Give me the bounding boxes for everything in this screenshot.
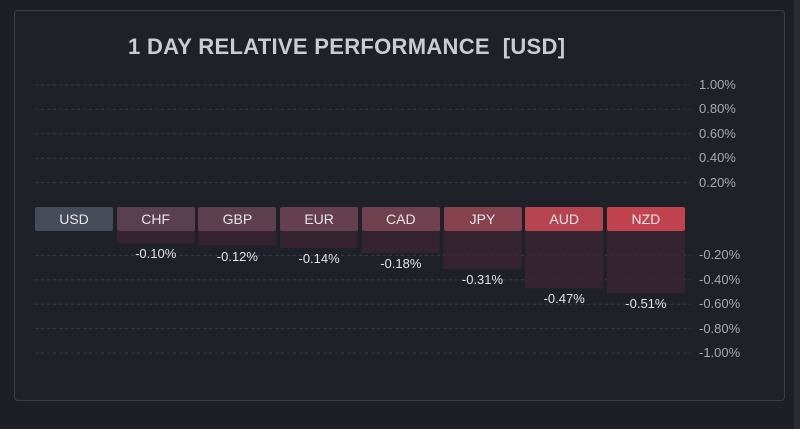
currency-label-eur: EUR [280, 207, 359, 231]
bar-eur [280, 231, 359, 249]
currency-label-chf: CHF [116, 207, 195, 231]
value-label-cad: -0.18% [380, 255, 422, 271]
value-label-chf: -0.10% [135, 246, 177, 262]
currency-label-nzd: NZD [606, 207, 685, 231]
value-label-gbp: -0.12% [216, 248, 258, 264]
y-tick-label: -0.40% [699, 271, 741, 287]
currency-label-jpy: JPY [443, 207, 522, 231]
value-label-aud: -0.47% [543, 291, 585, 307]
value-label-nzd: -0.51% [625, 296, 667, 312]
value-label-eur: -0.14% [298, 251, 340, 267]
bar-cad [361, 231, 440, 253]
value-label-jpy: -0.31% [461, 271, 504, 287]
y-tick-label: 0.40% [699, 150, 736, 166]
y-tick-label: -1.00% [699, 345, 741, 360]
y-tick-label: -0.60% [699, 296, 741, 312]
scrollbar[interactable] [794, 0, 800, 429]
y-tick-label: -0.80% [699, 320, 741, 336]
currency-label-usd: USD [35, 207, 113, 231]
currency-label-aud: AUD [525, 207, 604, 231]
bar-jpy [443, 231, 522, 269]
y-tick-label: 0.60% [699, 125, 736, 141]
currency-label-gbp: GBP [198, 207, 277, 231]
chart-title: 1 DAY RELATIVE PERFORMANCE [USD] [128, 34, 566, 59]
y-tick-label: 1.00% [699, 77, 736, 92]
chart-panel [14, 10, 785, 401]
bar-nzd [606, 231, 685, 294]
y-tick-label: 0.20% [699, 174, 736, 190]
bar-chf [116, 231, 195, 244]
bar-aud [525, 231, 604, 289]
bar-gbp [198, 231, 277, 246]
y-tick-label: 0.80% [699, 101, 736, 117]
currency-label-cad: CAD [361, 207, 440, 231]
y-tick-label: -0.20% [699, 247, 741, 263]
